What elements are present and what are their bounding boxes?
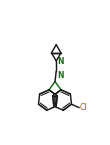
Text: N: N bbox=[57, 71, 63, 80]
Text: Cl: Cl bbox=[80, 103, 87, 112]
Text: N: N bbox=[58, 57, 64, 66]
